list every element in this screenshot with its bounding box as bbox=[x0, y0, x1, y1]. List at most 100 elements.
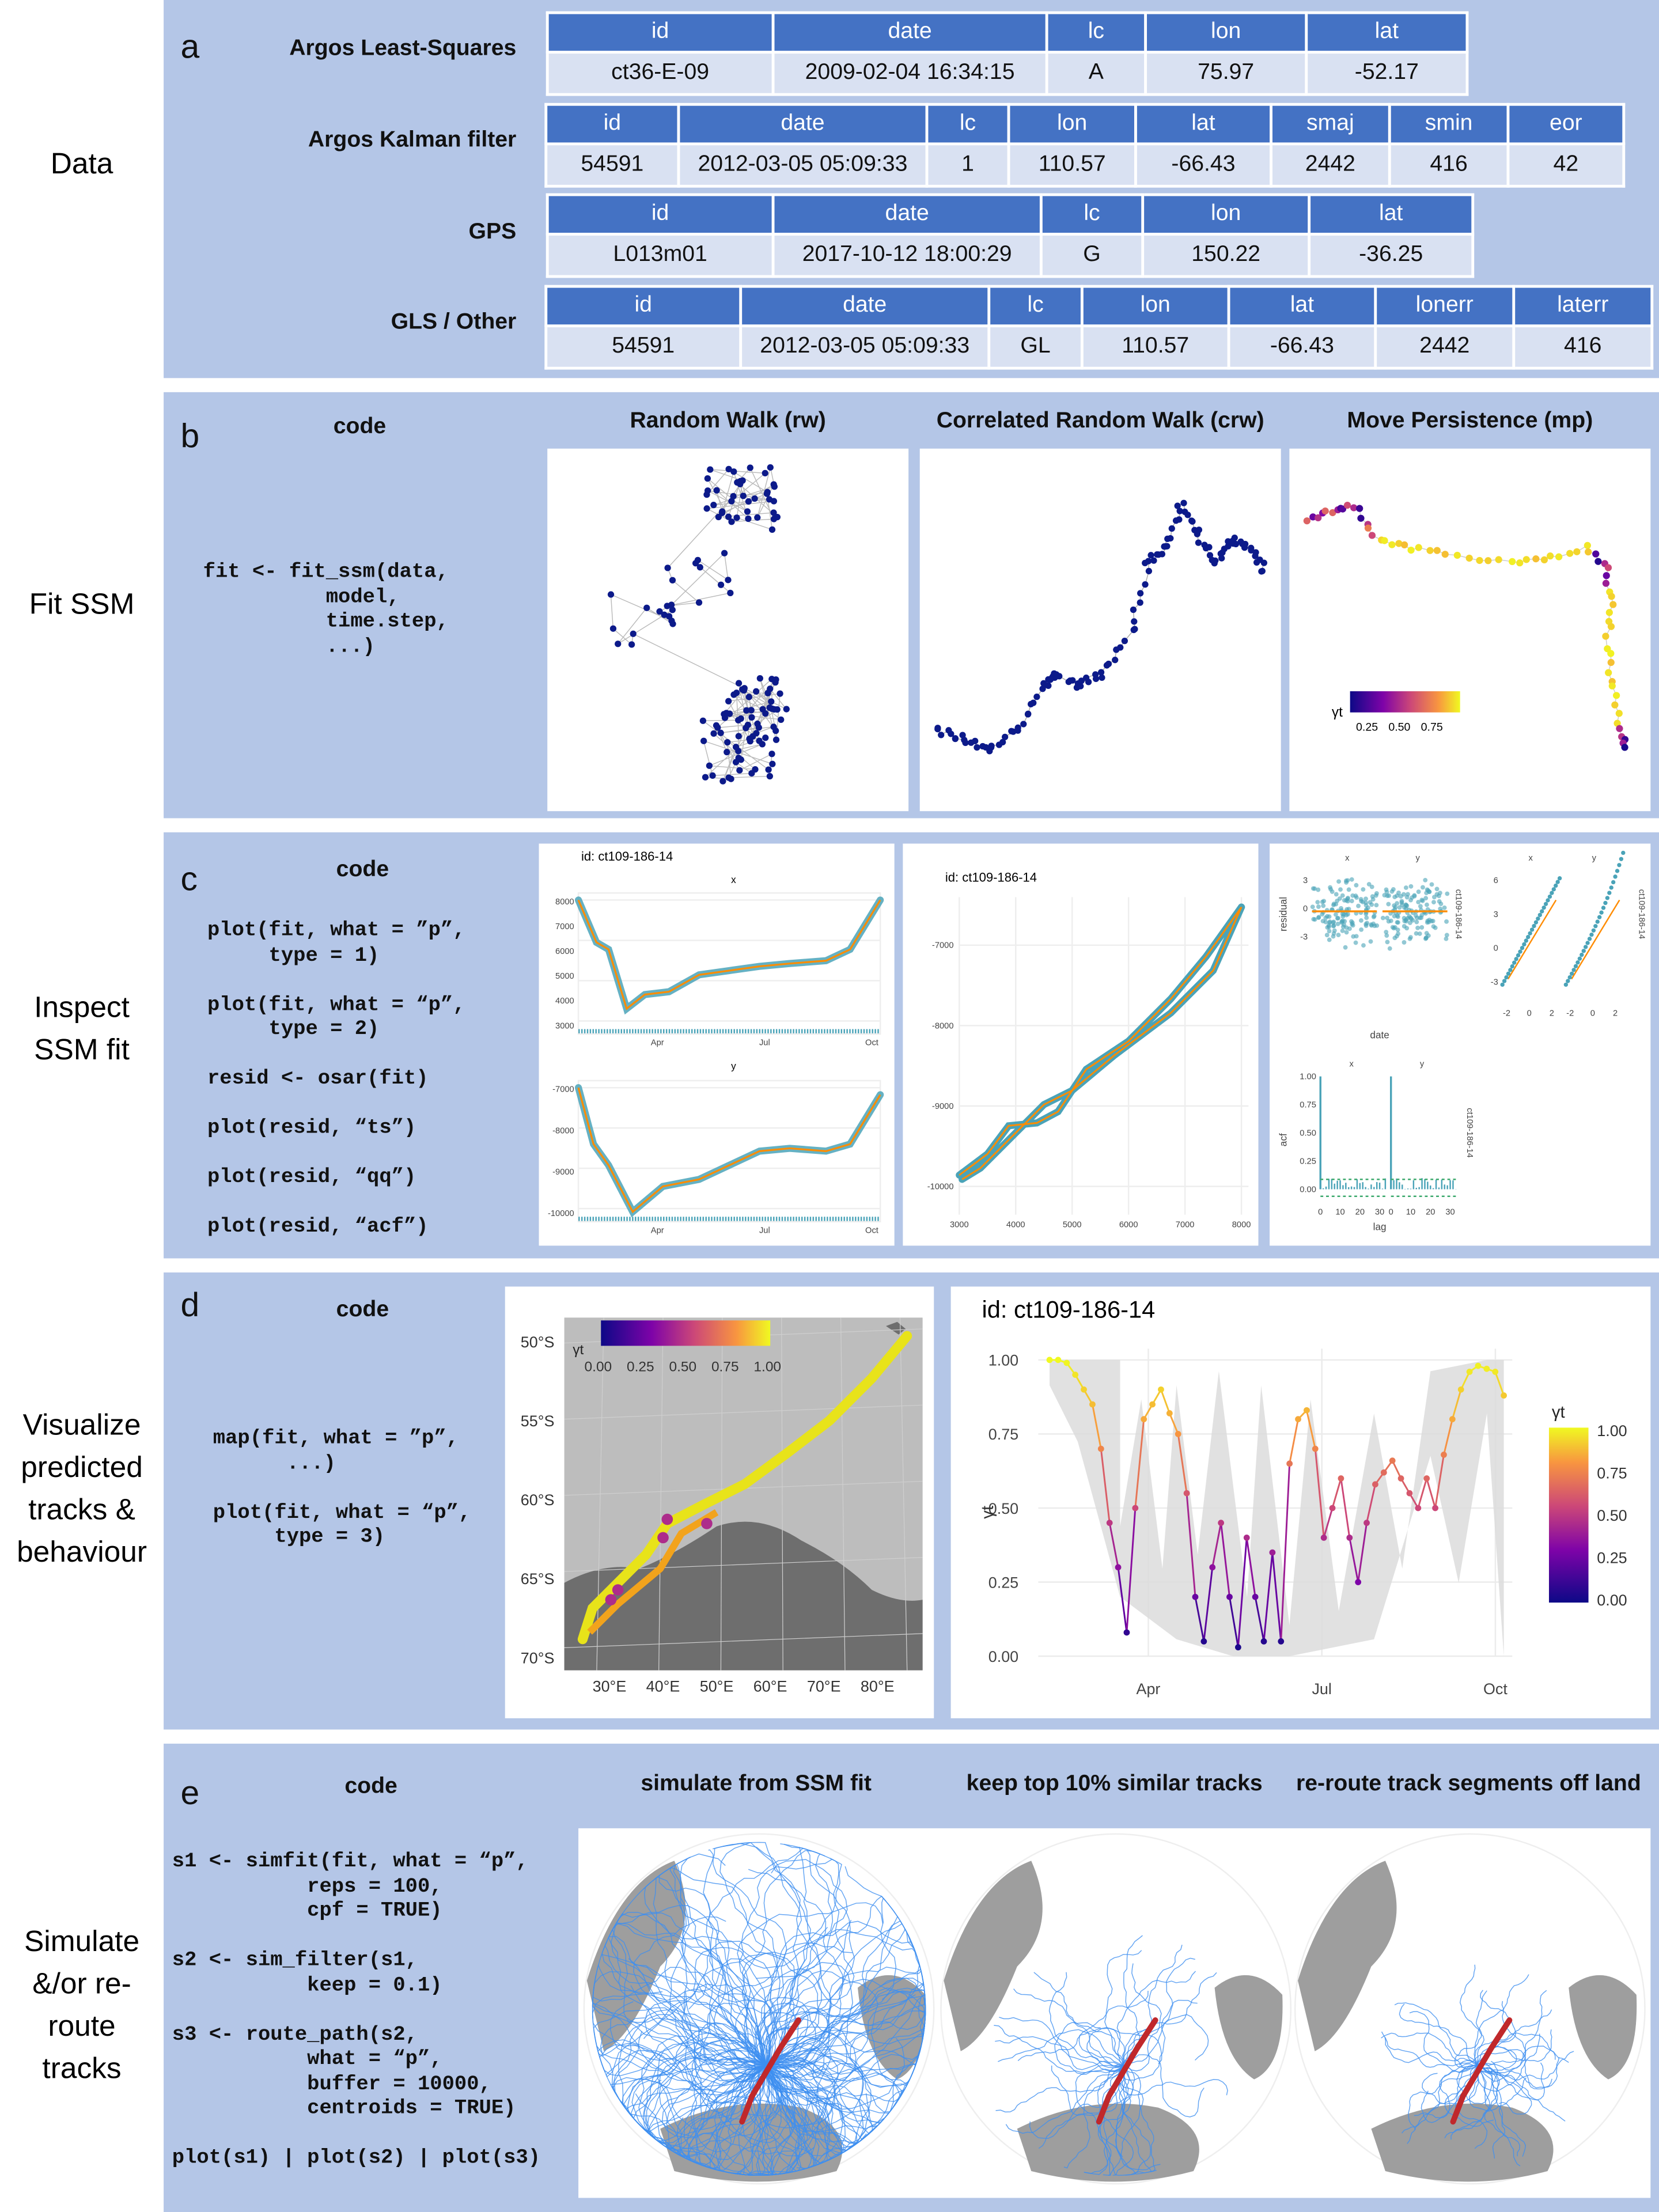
crw-point bbox=[1030, 699, 1037, 706]
rw-point bbox=[713, 487, 720, 494]
crw-point bbox=[972, 737, 979, 745]
sim-track bbox=[608, 1912, 767, 2066]
cell: -52.17 bbox=[1305, 51, 1469, 96]
gts-point bbox=[1501, 1392, 1507, 1399]
resid-point bbox=[1340, 928, 1345, 933]
gamma-ts-id: id: ct109-186-14 bbox=[982, 1296, 1155, 1323]
sim-track bbox=[592, 1971, 767, 2082]
qq-point bbox=[1605, 896, 1610, 900]
rw-point bbox=[754, 514, 761, 521]
sim-track bbox=[760, 1968, 923, 2066]
sim-track bbox=[1381, 2032, 1478, 2070]
rw-point bbox=[717, 729, 724, 736]
gts-line bbox=[1271, 1552, 1282, 1642]
sim-track bbox=[597, 2039, 767, 2073]
rw-point bbox=[765, 766, 772, 773]
rw-point bbox=[767, 464, 774, 471]
qq-point bbox=[1551, 887, 1556, 892]
gts-point bbox=[1063, 1359, 1070, 1366]
gts-x-tick: Oct bbox=[1483, 1680, 1508, 1698]
mp-point bbox=[1407, 546, 1415, 554]
ts-x-facet: x bbox=[731, 874, 736, 885]
xy-x-tick: 6000 bbox=[1119, 1221, 1138, 1230]
mp-point bbox=[1607, 650, 1615, 657]
crw-point bbox=[1121, 637, 1128, 645]
sim-track bbox=[995, 2065, 1123, 2113]
sim-track bbox=[1033, 1972, 1123, 2069]
sim-track bbox=[600, 2017, 767, 2110]
mp-point bbox=[1484, 557, 1492, 565]
sim-track bbox=[995, 2036, 1123, 2070]
resid-point bbox=[1335, 916, 1340, 921]
resid-point bbox=[1331, 923, 1336, 929]
gts-line bbox=[1134, 1419, 1145, 1509]
gts-line bbox=[1091, 1404, 1102, 1449]
mp-point bbox=[1573, 548, 1581, 555]
resid-point bbox=[1340, 893, 1345, 898]
gts-point bbox=[1132, 1505, 1139, 1512]
cell: 42 bbox=[1506, 142, 1626, 188]
sim-track bbox=[703, 1844, 767, 2066]
sim-track bbox=[1123, 2014, 1209, 2066]
gts-line bbox=[1220, 1522, 1230, 1597]
crw-point bbox=[1211, 560, 1218, 567]
resid-point bbox=[1363, 900, 1369, 906]
resid-point bbox=[1391, 887, 1396, 892]
mp-point bbox=[1329, 509, 1336, 517]
rw-point bbox=[739, 477, 746, 484]
gts-point bbox=[1397, 1475, 1404, 1482]
mp-point bbox=[1453, 551, 1461, 559]
gts-line bbox=[1314, 1448, 1325, 1538]
cell: 75.97 bbox=[1144, 51, 1308, 96]
sim-track bbox=[611, 1905, 767, 2066]
resid-point bbox=[1369, 884, 1374, 889]
col-header: id bbox=[546, 11, 775, 54]
mp-point bbox=[1415, 544, 1422, 551]
rw-point bbox=[748, 770, 755, 777]
sim-track bbox=[766, 1921, 917, 2066]
rw-point bbox=[762, 469, 768, 477]
acf-x-tick: 0 bbox=[1389, 1208, 1393, 1217]
crw-point bbox=[1248, 544, 1255, 551]
map-grid-lon bbox=[781, 1317, 783, 1671]
sim-track bbox=[592, 1991, 767, 2091]
acf-x-tick: 30 bbox=[1375, 1208, 1384, 1217]
rw-point bbox=[770, 509, 777, 516]
mp-point bbox=[1584, 541, 1591, 550]
sim-track bbox=[601, 1934, 767, 2066]
gts-point bbox=[1243, 1535, 1250, 1541]
resid-point bbox=[1438, 906, 1443, 911]
sim-track bbox=[633, 1916, 767, 2069]
ts-y-facet: y bbox=[731, 1060, 736, 1071]
resid-point bbox=[1356, 903, 1361, 908]
rw-point bbox=[751, 495, 758, 502]
gts-point bbox=[1192, 1593, 1199, 1600]
gts-point bbox=[1286, 1460, 1293, 1467]
mp-point bbox=[1388, 541, 1396, 548]
crw-point bbox=[1158, 551, 1166, 558]
sim-track bbox=[688, 1941, 820, 2066]
qq-point bbox=[1514, 957, 1518, 961]
ts-y-month: Oct bbox=[865, 1226, 878, 1235]
gts-x-tick: Apr bbox=[1137, 1680, 1161, 1698]
gts-line bbox=[1460, 1371, 1471, 1390]
table-row: L013m01 2017-10-12 18:00:29 G 150.22 -36… bbox=[546, 233, 1475, 278]
resid-point bbox=[1384, 887, 1389, 892]
rw-point bbox=[721, 550, 728, 556]
sim-track bbox=[671, 2065, 766, 2171]
rw-point bbox=[753, 730, 760, 737]
ts-y-y-tick: -9000 bbox=[552, 1168, 574, 1177]
resid-point bbox=[1338, 887, 1343, 892]
mp-plot: γt 0.25 0.50 0.75 bbox=[1289, 448, 1651, 812]
cell: 2442 bbox=[1270, 142, 1391, 188]
resid-point bbox=[1409, 916, 1414, 921]
resid-point bbox=[1366, 882, 1372, 887]
rw-point bbox=[609, 625, 617, 632]
map-track-main bbox=[577, 1331, 912, 1645]
cell: 110.57 bbox=[1007, 142, 1137, 188]
gts-line bbox=[1203, 1567, 1214, 1642]
resid-point bbox=[1364, 915, 1369, 921]
resid-point bbox=[1328, 887, 1334, 892]
resid-point bbox=[1444, 919, 1449, 924]
ts-y-y-tick: -10000 bbox=[548, 1209, 574, 1218]
